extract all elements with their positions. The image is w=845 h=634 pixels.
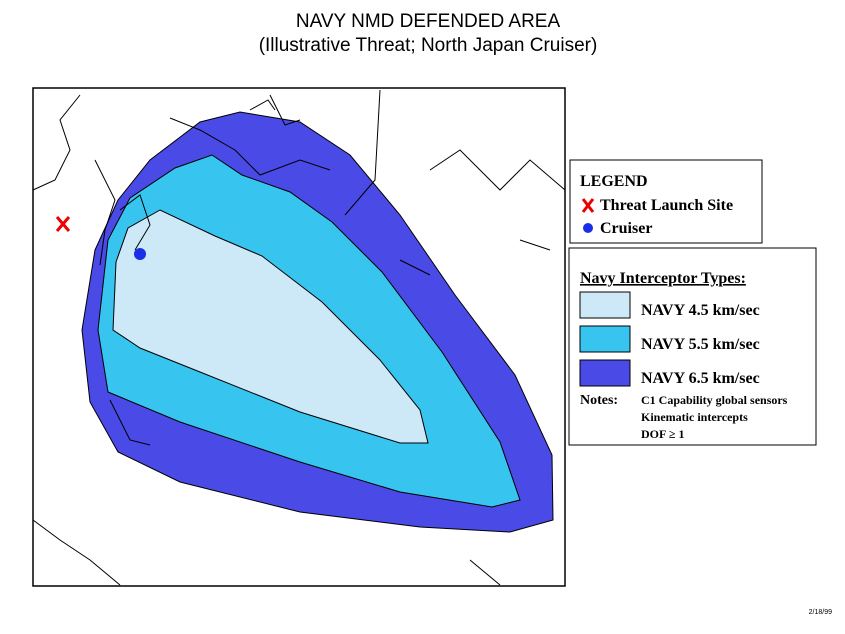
notes-label: Notes: <box>580 393 618 408</box>
cruiser-marker <box>134 248 146 260</box>
legend-title: LEGEND <box>580 173 648 190</box>
coastline <box>32 89 566 586</box>
legend-x <box>581 198 595 213</box>
legend-item: Cruiser <box>600 220 652 237</box>
title: NAVY NMD DEFENDED AREA <box>296 11 561 32</box>
note: DOF ≥ 1 <box>641 427 684 441</box>
date: 2/18/99 <box>809 609 832 616</box>
legend-item: Threat Launch Site <box>600 197 733 214</box>
zone-4-5 <box>112 209 429 444</box>
note: C1 Capability global sensors <box>641 393 788 407</box>
type-label: NAVY 6.5 km/sec <box>641 370 760 387</box>
swatch <box>579 359 631 387</box>
subtitle: (Illustrative Threat; North Japan Cruise… <box>259 35 598 56</box>
map <box>32 87 566 587</box>
note: Kinematic intercepts <box>641 410 748 424</box>
type-label: NAVY 5.5 km/sec <box>641 336 760 353</box>
legend: LEGEND Threat Launch Site Cruiser <box>569 159 763 244</box>
type-label: NAVY 4.5 km/sec <box>641 302 760 319</box>
legend-box <box>569 159 763 244</box>
interceptor-legend: Navy Interceptor Types: NAVY 4.5 km/sec … <box>568 247 817 446</box>
legend-dot <box>583 223 593 233</box>
swatch <box>579 325 631 353</box>
interceptor-title: Navy Interceptor Types: <box>580 270 746 287</box>
swatch <box>579 291 631 319</box>
launch-site-marker <box>55 216 71 232</box>
